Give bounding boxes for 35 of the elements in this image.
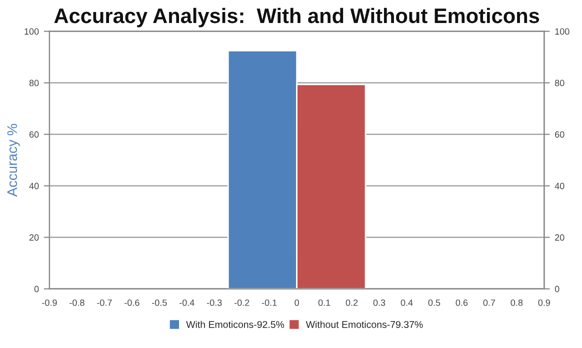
x-tick-label: 0.3 — [373, 299, 386, 306]
x-tick-label: -0.8 — [70, 299, 84, 306]
y2-tick-label: 0 — [554, 286, 560, 292]
legend-label: Without Emoticons-79.37% — [306, 320, 423, 328]
y-axis-title: Accuracy % — [7, 124, 20, 197]
chart-title: Accuracy Analysis: With and Without Emoticons — [54, 8, 540, 28]
x-tick-label: 0.6 — [456, 299, 468, 306]
x-tick-label: 0.4 — [400, 299, 413, 306]
x-tick-label: -0.2 — [234, 299, 250, 306]
y2-tick-label: 80 — [554, 80, 564, 86]
x-tick-label: 0.5 — [428, 299, 440, 306]
legend-label: With Emoticons-92.5% — [186, 320, 284, 328]
y2-tick-label: 60 — [555, 131, 564, 138]
x-tick-label: -0.7 — [97, 299, 112, 306]
x-tick-label: -0.6 — [124, 299, 140, 306]
y-tick-label: 0 — [34, 286, 39, 292]
y-tick-label: 40 — [29, 182, 39, 190]
x-tick-label: 0.7 — [483, 299, 496, 306]
x-tick-label: 0.9 — [538, 299, 550, 306]
y-tick-label: 100 — [24, 28, 39, 35]
x-tick-label: 0.2 — [346, 299, 358, 306]
y-tick-label: 20 — [29, 234, 39, 241]
x-tick-label: -0.9 — [42, 299, 57, 306]
x-tick-label: 0.1 — [318, 299, 330, 306]
x-tick-label: -0.5 — [152, 299, 167, 306]
x-tick-label: 0.8 — [510, 299, 523, 306]
x-tick-label: -0.3 — [206, 299, 222, 306]
x-tick-label: -0.4 — [180, 299, 194, 306]
y2-tick-label: 20 — [555, 234, 564, 241]
y-tick-label: 80 — [29, 80, 39, 86]
y2-tick-label: 100 — [555, 28, 570, 35]
y-tick-label: 60 — [29, 131, 39, 138]
y2-tick-label: 40 — [554, 182, 564, 190]
x-tick-label: 0 — [294, 299, 299, 306]
x-tick-label: -0.1 — [262, 299, 277, 306]
